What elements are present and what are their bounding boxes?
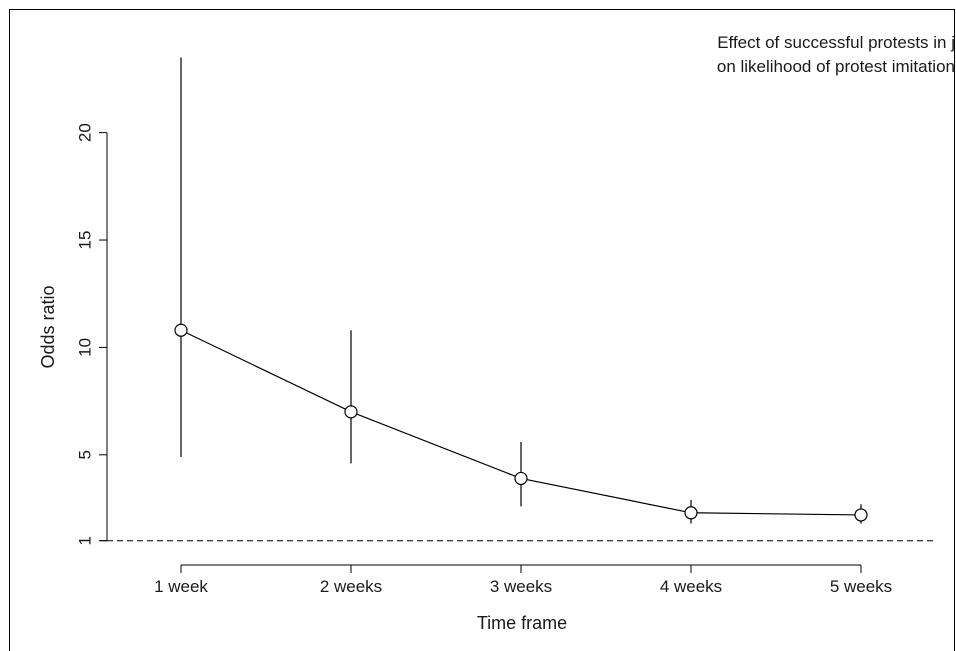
- y-axis-title: Odds ratio: [38, 285, 58, 368]
- plot-frame: [9, 9, 955, 651]
- data-point: [514, 471, 528, 486]
- x-axis-title: Time frame: [477, 613, 567, 633]
- x-tick-label: 3 weeks: [490, 577, 552, 596]
- x-tick-label: 4 weeks: [660, 577, 722, 596]
- x-tick-label: 5 weeks: [830, 577, 892, 596]
- x-tick-label: 2 weeks: [320, 577, 382, 596]
- annotation-line-1: Effect of successful protests in j: [717, 33, 955, 52]
- x-axis: 1 week 2 weeks 3 weeks 4 weeks 5 weeks: [154, 564, 892, 596]
- confidence-intervals: [180, 57, 862, 524]
- data-point: [344, 405, 358, 419]
- x-tick-label: 1 week: [154, 577, 208, 596]
- y-tick-label: 1: [75, 536, 94, 545]
- annotation-line-2: on likelihood of protest imitation: [717, 57, 955, 76]
- data-point: [684, 506, 698, 520]
- data-points: [174, 323, 868, 522]
- y-tick-label: 5: [75, 450, 94, 459]
- data-point: [174, 323, 188, 337]
- y-tick-label: 10: [75, 338, 94, 357]
- y-tick-label: 15: [75, 231, 94, 250]
- data-point: [854, 508, 868, 522]
- y-tick-label: 20: [75, 123, 94, 142]
